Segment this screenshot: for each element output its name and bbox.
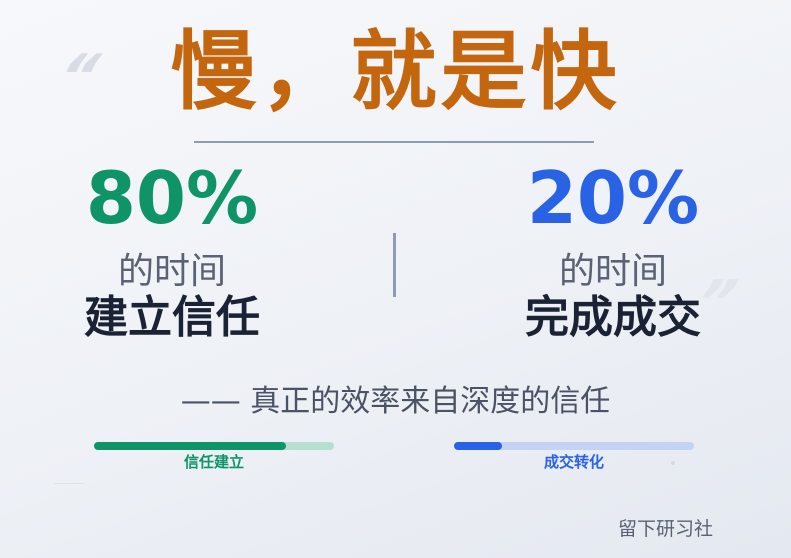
deal-progress-label: 成交转化	[543, 453, 604, 471]
left-sub-label: 的时间	[117, 251, 226, 292]
decorative-line	[54, 483, 84, 484]
trust-progress-bar	[94, 442, 334, 450]
right-main-label: 完成成交	[525, 292, 701, 343]
headline: 慢，就是快	[170, 22, 621, 122]
headline-divider	[194, 141, 594, 143]
column-divider	[393, 233, 396, 297]
decorative-dot	[671, 461, 675, 465]
right-percent: 20%	[526, 156, 700, 240]
trust-progress-label: 信任建立	[183, 453, 244, 471]
left-percent: 80%	[85, 156, 259, 240]
right-sub-label: 的时间	[558, 251, 667, 292]
deal-progress-bar	[454, 442, 694, 450]
trust-progress-fill	[94, 442, 286, 450]
deal-progress-fill	[454, 442, 502, 450]
left-main-label: 建立信任	[84, 292, 260, 343]
brand-footer: 留下研习社	[617, 518, 713, 540]
tagline: —— 真正的效率来自深度的信任	[180, 384, 611, 419]
